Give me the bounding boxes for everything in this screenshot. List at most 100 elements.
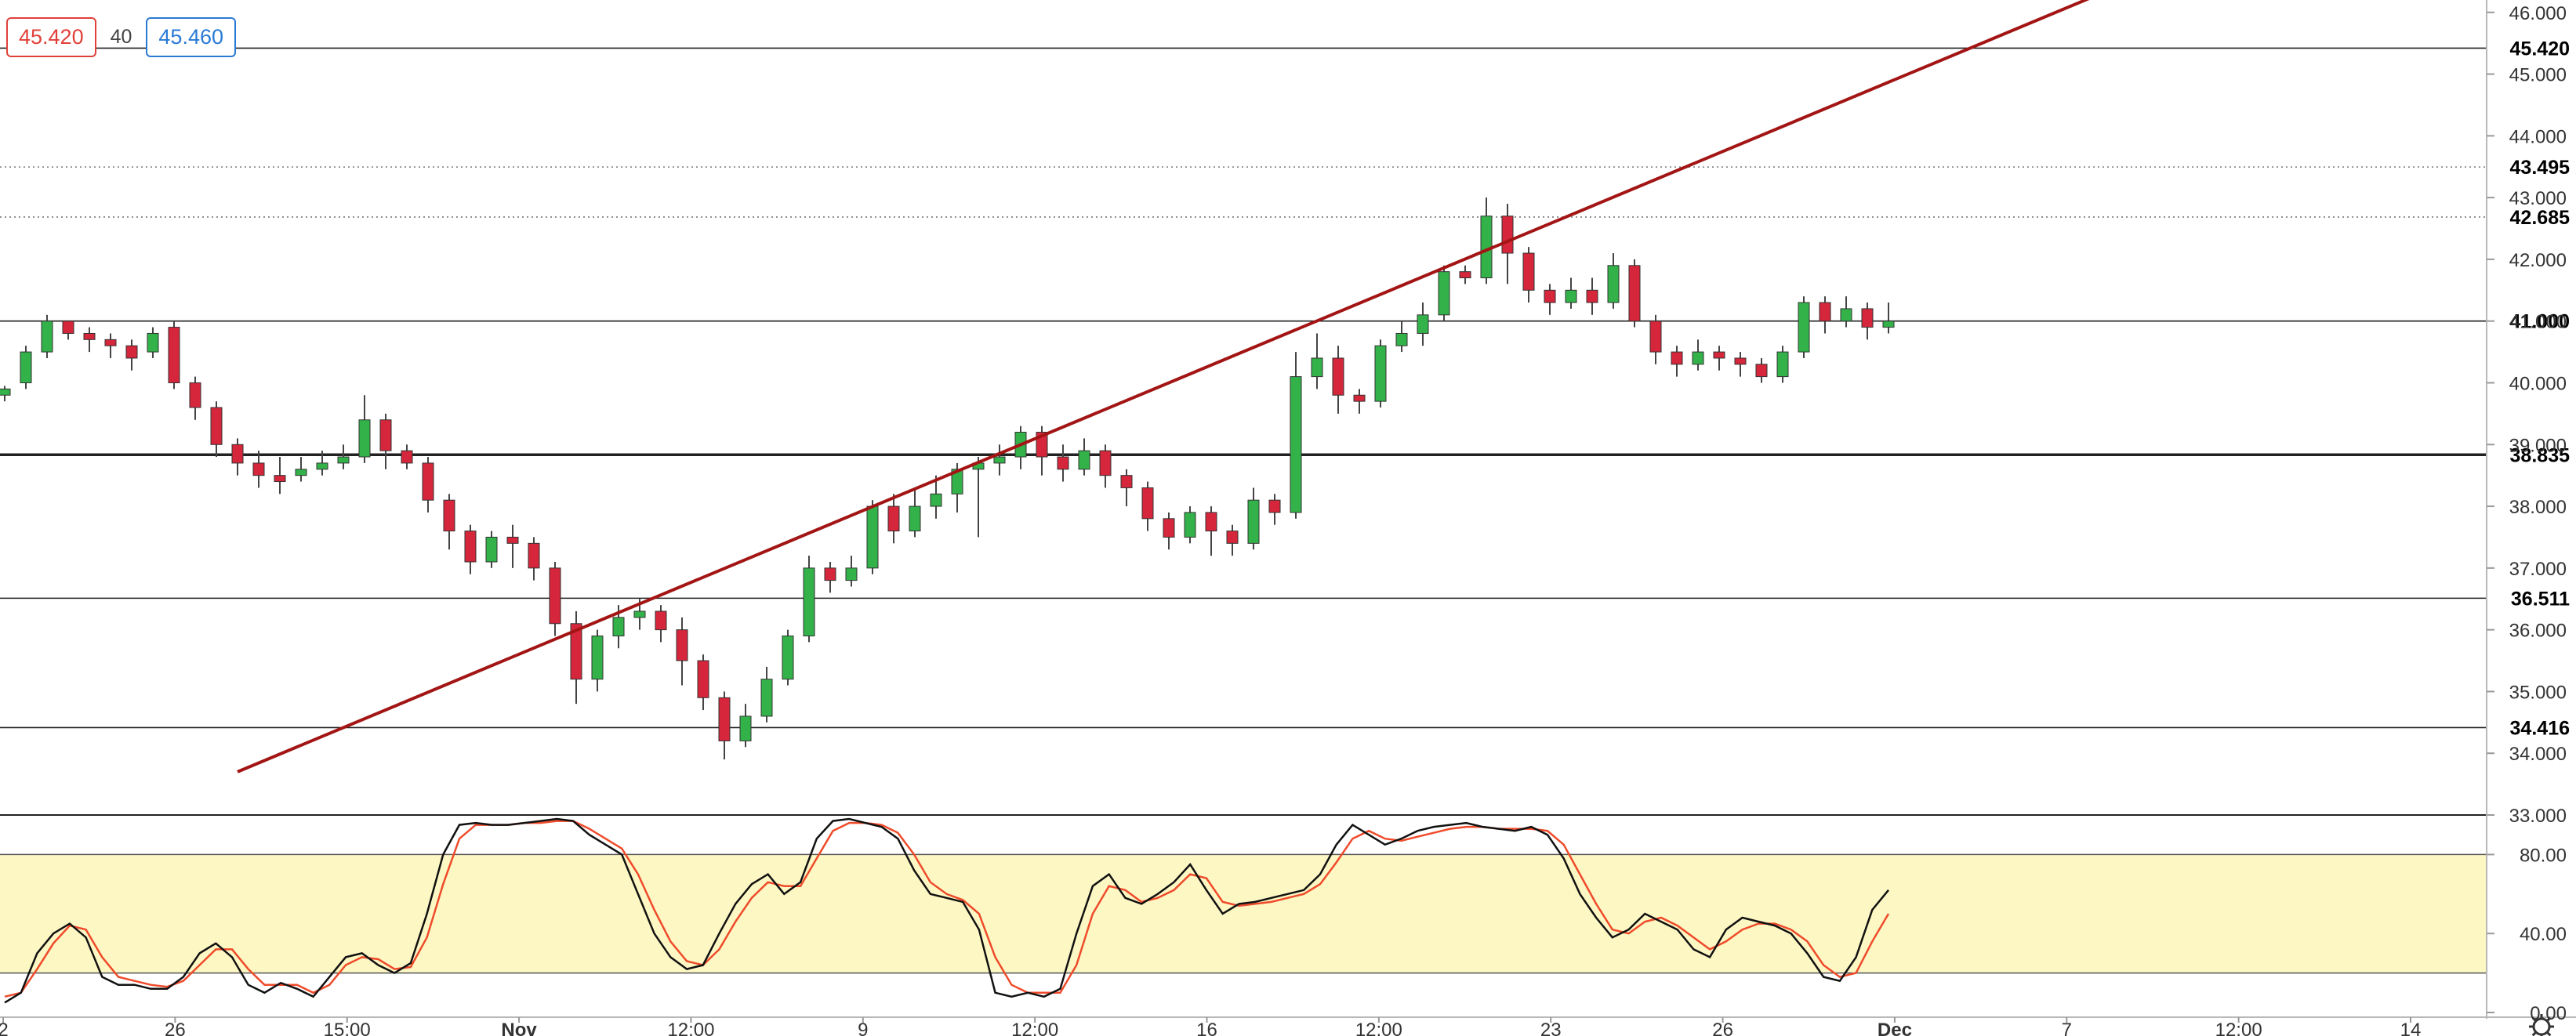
candle-bear <box>697 660 709 698</box>
candle-bull <box>1840 308 1852 322</box>
level-label-bg <box>2488 585 2576 611</box>
candle-bear <box>401 450 413 464</box>
time-tick-label: 9 <box>858 1020 868 1036</box>
price-tick-label: 40.000 <box>2509 373 2567 394</box>
candle-bear <box>1734 357 1747 365</box>
candle-bull <box>1184 512 1196 538</box>
level-label-text: 34.416 <box>2510 717 2570 739</box>
time-tick-label: 12:00 <box>667 1020 714 1036</box>
level-label: 41.000 <box>2488 308 2576 334</box>
time-tick-label: 26 <box>165 1020 186 1036</box>
candle-bull <box>1607 265 1620 303</box>
candle-bear <box>1141 487 1154 520</box>
candle-bull <box>1374 345 1387 402</box>
candles-series <box>0 197 1895 760</box>
candle-bear <box>231 444 244 464</box>
level-label: 34.416 <box>2488 715 2576 741</box>
price-tick-label: 41.000 <box>2509 312 2567 333</box>
time-tick-label: 16 <box>1196 1020 1217 1036</box>
candle-bull <box>1565 289 1577 303</box>
candle-bull <box>316 462 328 470</box>
candle-bear <box>1268 499 1281 513</box>
candle-bull <box>20 351 32 383</box>
level-label: 38.835 <box>2488 442 2576 468</box>
level-label: 43.495 <box>2488 154 2576 180</box>
gear-tooth <box>2546 1031 2552 1036</box>
candle-bear <box>1205 512 1217 532</box>
price-tick-label: 42.000 <box>2509 250 2567 271</box>
time-tick-label: 12:00 <box>1011 1020 1058 1036</box>
level-label-bg <box>2488 154 2576 180</box>
candle-bull <box>358 419 371 458</box>
candle-bull <box>760 679 773 717</box>
candle-bull <box>485 536 498 563</box>
candle-bull <box>1290 376 1302 513</box>
candle-bull <box>1247 499 1260 544</box>
candle-bull <box>1798 302 1810 353</box>
candle-bear <box>1099 450 1112 476</box>
level-label-bg <box>2488 715 2576 741</box>
candle-bear <box>168 327 180 383</box>
time-tick-label: Dec <box>1878 1020 1912 1036</box>
candle-bull <box>295 469 307 476</box>
ask-price[interactable]: 45.460 <box>146 16 236 57</box>
candle-bear <box>443 499 455 532</box>
candle-bear <box>274 475 286 483</box>
price-tick-label: 44.000 <box>2509 126 2567 147</box>
spread-value: 40 <box>110 25 132 48</box>
candle-bear <box>506 536 519 544</box>
candle-bear <box>62 321 74 334</box>
candle-bull <box>739 715 752 741</box>
gear-tooth <box>2546 1016 2552 1022</box>
candle-bull <box>1417 314 1429 334</box>
level-label-bg <box>2488 204 2576 230</box>
candle-bear <box>1671 351 1683 365</box>
quote-panel: 45.420 40 45.460 <box>6 16 236 57</box>
candle-bull <box>951 469 963 494</box>
candle-bear <box>422 462 434 501</box>
candle-bull <box>1395 332 1408 346</box>
candle-bull <box>633 610 646 618</box>
candle-bull <box>1078 450 1090 470</box>
time-tick-label: 15:00 <box>324 1020 371 1036</box>
gear-tooth <box>2531 1031 2537 1036</box>
candle-bear <box>718 697 731 741</box>
price-tick-label: 35.000 <box>2509 682 2567 703</box>
time-tick-label: 12:00 <box>1355 1020 1402 1036</box>
level-label-text: 45.420 <box>2510 38 2570 60</box>
candle-bull <box>591 636 604 680</box>
price-tick-label: 43.000 <box>2509 188 2567 209</box>
level-label: 36.511 <box>2488 585 2576 611</box>
candle-bear <box>125 345 138 359</box>
candle-bear <box>252 462 265 476</box>
candle-bear <box>570 623 582 680</box>
stoch-tick-label: 40.00 <box>2520 924 2567 945</box>
candle-bull <box>866 505 879 569</box>
level-label-bg <box>2488 442 2576 468</box>
bid-price[interactable]: 45.420 <box>6 16 96 57</box>
candle-bear <box>1120 475 1133 488</box>
candle-bear <box>1649 321 1662 353</box>
stoch-tick-label: 80.00 <box>2520 845 2567 866</box>
price-tick-label: 36.000 <box>2509 621 2567 642</box>
candle-bear <box>528 542 540 569</box>
time-tick-label: Nov <box>501 1020 537 1036</box>
price-tick-label: 46.000 <box>2509 3 2567 24</box>
candle-bear <box>1544 289 1556 303</box>
candle-bull <box>993 456 1006 464</box>
candle-bear <box>1163 518 1175 538</box>
candle-bear <box>210 407 223 445</box>
candle-bear <box>189 382 201 408</box>
candle-bear <box>464 531 477 563</box>
candle-bear <box>676 629 688 661</box>
candle-bear <box>1522 252 1535 291</box>
price-tick-label: 33.000 <box>2509 806 2567 827</box>
candle-bear <box>83 332 96 340</box>
time-tick-label: 12:00 <box>2215 1020 2262 1036</box>
candle-bear <box>379 419 392 451</box>
stoch-k-line <box>4 817 1889 1004</box>
settings-gear-icon[interactable] <box>2529 1014 2554 1036</box>
level-label: 42.685 <box>2488 204 2576 230</box>
